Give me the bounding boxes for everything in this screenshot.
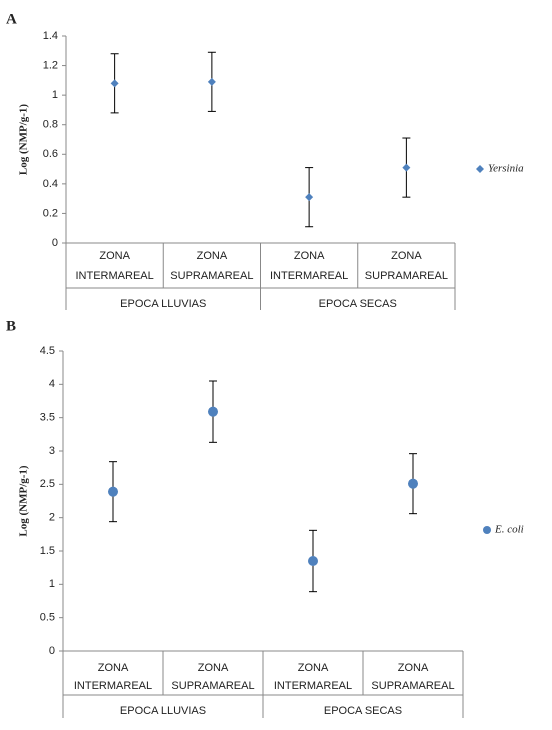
legend-label: Yersinia	[488, 163, 524, 175]
x-tick-label: ZONA SUPRAMAREAL	[365, 250, 448, 282]
x-tick-label: ZONA INTERMAREAL	[76, 250, 154, 282]
y-tick-label: 0.6	[43, 148, 58, 160]
x-tick-label: ZONA INTERMAREAL	[274, 662, 352, 692]
x-tick-label-line: INTERMAREAL	[270, 270, 348, 282]
point	[402, 163, 411, 172]
point	[110, 79, 119, 88]
x-tick-label: ZONA SUPRAMAREAL	[171, 662, 254, 692]
x-tick-label-line: ZONA	[398, 662, 429, 674]
x-tick-label-line: INTERMAREAL	[274, 680, 352, 692]
y-tick-label: 0.5	[40, 612, 55, 624]
x-tick-label: ZONA INTERMAREAL	[270, 250, 348, 282]
y-tick-label: 0.2	[43, 207, 58, 219]
y-tick-label: 3.5	[40, 412, 55, 424]
x-tick-label-line: SUPRAMAREAL	[171, 680, 254, 692]
y-tick-label: 0	[52, 237, 58, 249]
x-tick-label-line: ZONA	[98, 662, 129, 674]
group-label: EPOCA LLUVIAS	[120, 705, 206, 717]
point	[408, 478, 418, 489]
y-tick-label: 4	[49, 378, 55, 390]
point	[305, 193, 314, 202]
legend-marker	[476, 165, 484, 173]
y-tick-label: 3	[49, 445, 55, 457]
x-tick-label-line: ZONA	[294, 250, 325, 262]
chart: B Log (NMP/g-1) 0 0.5 1 1.5 2 2.5 3 3.5 4 4.5 ZONA IN…	[6, 318, 524, 718]
group-label: EPOCA LLUVIAS	[120, 298, 206, 310]
group-label: EPOCA SECAS	[319, 298, 397, 310]
x-tick-label-line: SUPRAMAREAL	[170, 270, 253, 282]
x-tick-label-line: SUPRAMAREAL	[365, 270, 448, 282]
x-tick-label-line: INTERMAREAL	[74, 680, 152, 692]
point	[208, 406, 218, 417]
y-tick-label: 1.2	[43, 59, 58, 71]
x-tick-label-line: INTERMAREAL	[76, 270, 154, 282]
y-tick-label: 0	[49, 645, 55, 657]
x-tick-label-line: ZONA	[198, 662, 229, 674]
point	[308, 556, 318, 566]
y-tick-label: 0.4	[43, 178, 58, 190]
x-tick-label-line: ZONA	[99, 250, 130, 262]
y-tick-label: 4.5	[40, 345, 55, 357]
y-tick-label: 1	[52, 89, 58, 101]
panel-label: A	[6, 11, 17, 27]
x-tick-label-line: ZONA	[391, 250, 422, 262]
legend-marker	[483, 526, 491, 534]
y-tick-label: 1.5	[40, 545, 55, 557]
x-tick-label-line: ZONA	[197, 250, 228, 262]
y-axis-title: Log (NMP/g-1)	[18, 465, 30, 537]
x-tick-label-line: SUPRAMAREAL	[371, 680, 454, 692]
y-tick-label: 2	[49, 512, 55, 524]
y-tick-label: 1.4	[43, 30, 58, 42]
group-label: EPOCA SECAS	[324, 705, 402, 717]
legend-label: E. coli	[494, 524, 524, 536]
point	[207, 77, 216, 86]
x-tick-label: ZONA INTERMAREAL	[74, 662, 152, 692]
x-tick-label: ZONA SUPRAMAREAL	[170, 250, 253, 282]
y-tick-label: 0.8	[43, 119, 58, 131]
panel-label: B	[6, 318, 16, 334]
chart: A Log (NMP/g-1) 0 0.2 0.4 0.6 0.8 1 1.2 1.4 ZONA IN…	[6, 11, 524, 310]
y-tick-label: 2.5	[40, 478, 55, 490]
x-tick-label-line: ZONA	[298, 662, 329, 674]
y-tick-label: 1	[49, 578, 55, 590]
x-tick-label: ZONA SUPRAMAREAL	[371, 662, 454, 692]
point	[108, 486, 118, 497]
y-axis-title: Log (NMP/g-1)	[18, 104, 30, 176]
